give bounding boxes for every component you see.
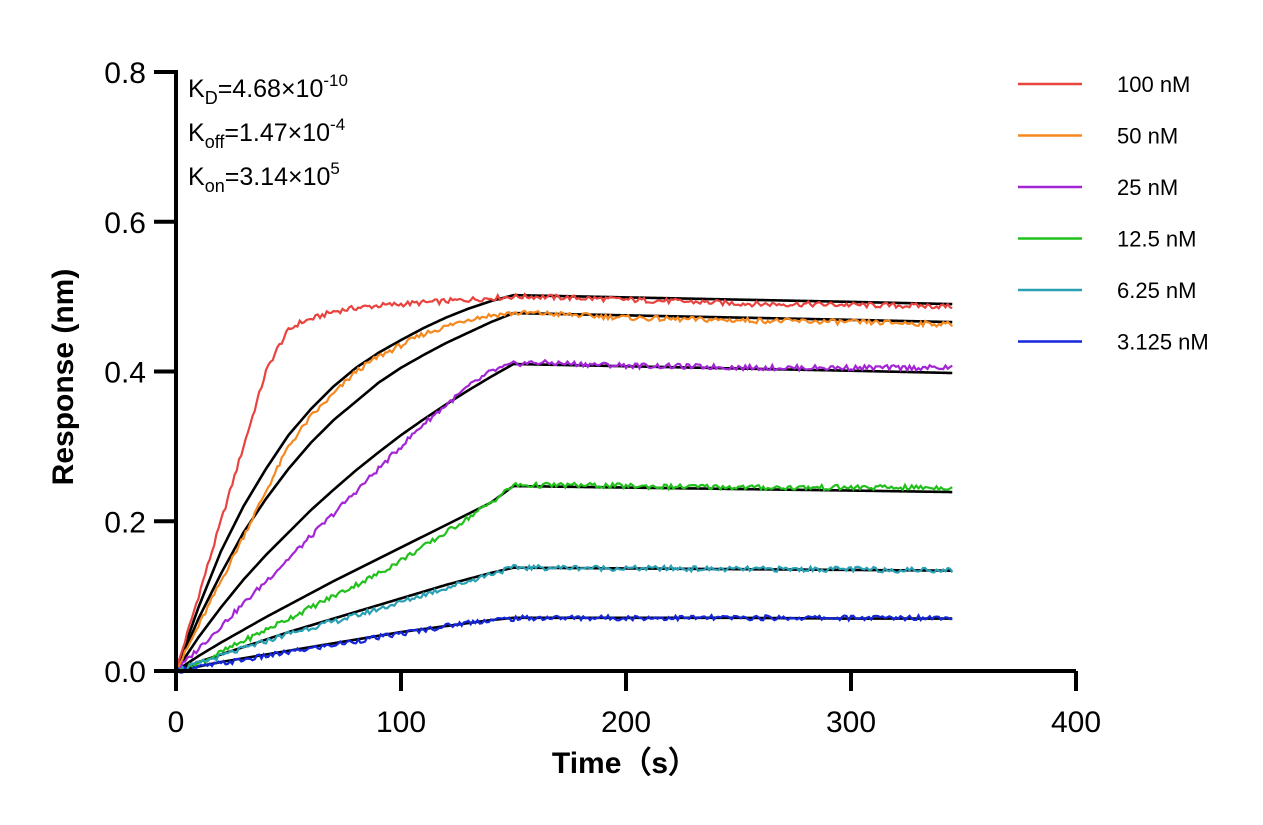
kinetic-constant-off: Koff=1.47×10-4 <box>188 115 345 152</box>
fit-curve-6 <box>175 616 953 673</box>
x-tick-label-200: 200 <box>601 706 651 739</box>
series-line-3-125-nm <box>175 612 953 674</box>
series-line-25-nm <box>175 358 953 672</box>
series-line-100-nm <box>174 291 953 672</box>
y-tick-label-0.6: 0.6 <box>104 207 146 240</box>
x-tick-label-300: 300 <box>826 706 876 739</box>
x-tick-label-400: 400 <box>1051 706 1101 739</box>
fit-curve-4 <box>175 484 953 673</box>
kinetic-constant-on: Kon=3.14×105 <box>188 159 340 196</box>
series-line-6-25-nm <box>175 563 954 674</box>
legend-label-3-125-nm: 3.125 nM <box>1117 330 1209 355</box>
legend-label-50-nm: 50 nM <box>1117 124 1178 149</box>
x-tick-label-0: 0 <box>168 706 185 739</box>
x-axis-title: Time（s） <box>552 746 698 780</box>
kinetic-constant-d: KD=4.68×10-10 <box>188 71 348 108</box>
series-line-12-5-nm <box>175 480 953 673</box>
legend: 100 nM 50 nM 25 nM 12.5 nM 6.25 nM 3.125 nM <box>1018 72 1209 355</box>
legend-label-12-5-nm: 12.5 nM <box>1117 227 1197 252</box>
x-tick-label-100: 100 <box>376 706 426 739</box>
y-tick-label-0.4: 0.4 <box>104 357 146 390</box>
axes-group: 0 100 200 300 400 0.0 0.2 0.4 0.6 0.8 <box>104 57 1101 739</box>
fit-curves-group <box>174 293 953 673</box>
legend-label-25-nm: 25 nM <box>1117 175 1178 200</box>
y-tick-label-0: 0.0 <box>104 656 146 689</box>
y-tick-label-0.2: 0.2 <box>104 506 146 539</box>
legend-label-100-nm: 100 nM <box>1117 72 1190 97</box>
legend-label-6-25-nm: 6.25 nM <box>1117 278 1197 303</box>
series-line-50-nm <box>175 309 954 672</box>
data-series-group <box>174 291 954 674</box>
fit-curve-1 <box>174 293 953 672</box>
fit-curve-3 <box>174 362 953 672</box>
y-axis-title: Response (nm) <box>47 269 80 486</box>
kinetic-constants-annotation: KD=4.68×10-10 Koff=1.47×10-4 Kon=3.14×105 <box>188 71 348 196</box>
y-tick-label-0.8: 0.8 <box>104 57 146 90</box>
